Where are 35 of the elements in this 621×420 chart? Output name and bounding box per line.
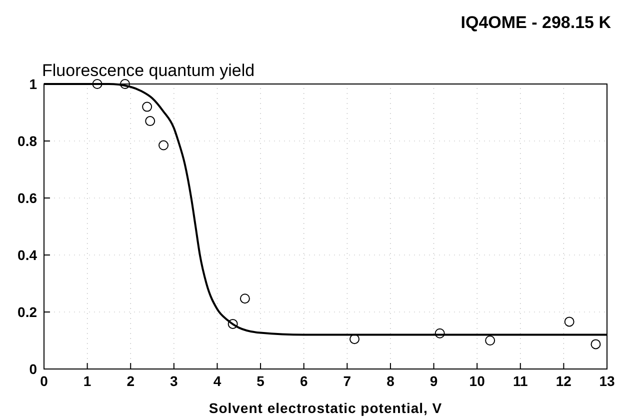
x-axis-title: Solvent electrostatic potential, V xyxy=(208,400,442,416)
x-tick-label: 1 xyxy=(83,373,92,389)
y-tick-label: 0.8 xyxy=(18,133,38,149)
point xyxy=(120,79,130,89)
x-tick-label: 10 xyxy=(469,373,486,389)
x-tick-label: 7 xyxy=(343,373,352,389)
point xyxy=(142,102,152,112)
x-tick-label: 12 xyxy=(556,373,572,389)
x-tick-label: 11 xyxy=(512,373,528,389)
x-tick-label: 13 xyxy=(599,373,615,389)
point xyxy=(240,294,250,304)
y-tick-label: 0.4 xyxy=(18,247,38,263)
x-tick-label: 3 xyxy=(170,373,178,389)
point xyxy=(145,116,156,126)
point xyxy=(228,318,238,329)
point xyxy=(485,336,496,346)
x-tick-label: 5 xyxy=(256,373,265,389)
point xyxy=(158,140,169,150)
point xyxy=(92,79,102,89)
y-axis-title: Fluorescence quantum yield xyxy=(42,61,255,80)
y-tick-label: 0 xyxy=(29,361,38,377)
x-tick-label: 9 xyxy=(430,373,438,389)
x-tick-label: 0 xyxy=(40,373,48,389)
point xyxy=(434,328,445,338)
point xyxy=(590,339,601,350)
point xyxy=(564,316,574,327)
y-tick-label: 0.6 xyxy=(18,190,38,206)
x-tick-label: 2 xyxy=(126,373,135,389)
x-tick-label: 6 xyxy=(300,373,308,389)
point xyxy=(350,334,360,344)
chart-title: IQ4OME - 298.15 K xyxy=(460,13,612,32)
y-tick-label: 1 xyxy=(29,76,38,92)
x-tick-label: 8 xyxy=(386,373,395,389)
y-tick-label: 0.2 xyxy=(18,304,38,320)
x-tick-label: 4 xyxy=(213,373,222,389)
